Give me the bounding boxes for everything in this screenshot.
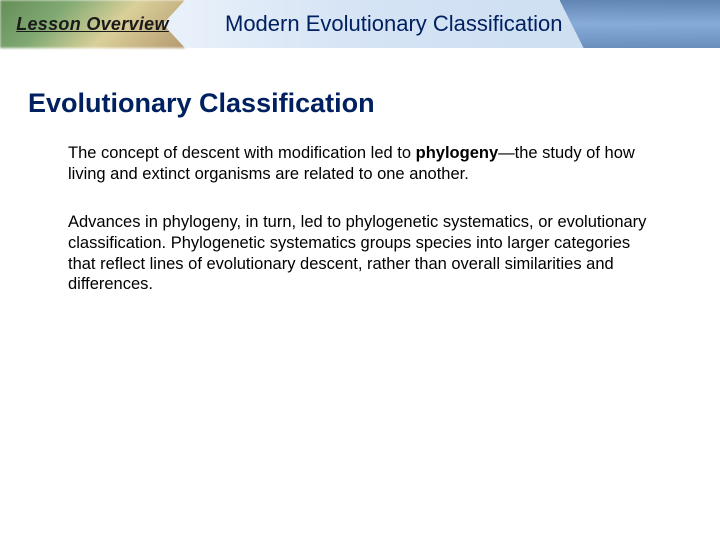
slide-header: Lesson Overview Modern Evolutionary Clas… (0, 0, 720, 48)
header-title-bar: Modern Evolutionary Classification (185, 0, 720, 48)
section-title: Evolutionary Classification (28, 88, 670, 119)
header-title: Modern Evolutionary Classification (225, 11, 563, 37)
lesson-overview-badge: Lesson Overview (0, 0, 185, 48)
paragraph-2: Advances in phylogeny, in turn, led to p… (28, 212, 670, 295)
para1-bold-term: phylogeny (416, 144, 499, 162)
paragraph-1: The concept of descent with modification… (28, 143, 670, 184)
para1-text-a: The concept of descent with modification… (68, 144, 416, 162)
slide-content: Evolutionary Classification The concept … (0, 48, 720, 295)
lesson-overview-label: Lesson Overview (16, 14, 169, 35)
